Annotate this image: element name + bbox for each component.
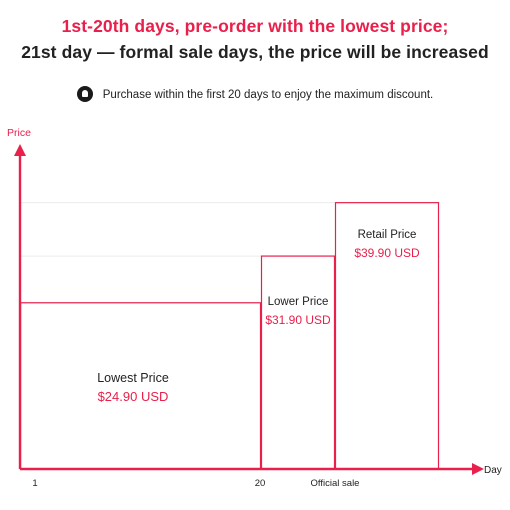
bar-category-label: Retail Price [358, 229, 417, 241]
y-axis-arrow [14, 144, 26, 156]
bar-category-label: Lowest Price [97, 371, 169, 385]
x-tick-label: 1 [32, 478, 37, 489]
bar-3 [334, 202, 440, 470]
headline-line-1: 1st-20th days, pre-order with the lowest… [61, 16, 449, 36]
x-tick-label: 20 [255, 478, 266, 489]
bell-icon [76, 86, 93, 102]
x-tick-label: Official sale [311, 478, 360, 489]
bar-category-label: Lower Price [268, 296, 329, 308]
headline-line-2: 21st day — formal sale days, the price w… [21, 42, 489, 62]
bar-value-label: $24.90 USD [98, 389, 169, 404]
bar-1 [19, 302, 262, 470]
discount-note: Purchase within the first 20 days to enj… [0, 86, 510, 102]
bar-2 [260, 255, 336, 470]
discount-note-text: Purchase within the first 20 days to enj… [102, 89, 434, 101]
y-axis-label: Price [7, 127, 31, 139]
bar-value-label: $39.90 USD [354, 246, 420, 260]
x-axis-arrow [472, 463, 484, 475]
bar-value-label: $31.90 USD [265, 313, 331, 327]
x-axis-label: Day [484, 465, 502, 476]
